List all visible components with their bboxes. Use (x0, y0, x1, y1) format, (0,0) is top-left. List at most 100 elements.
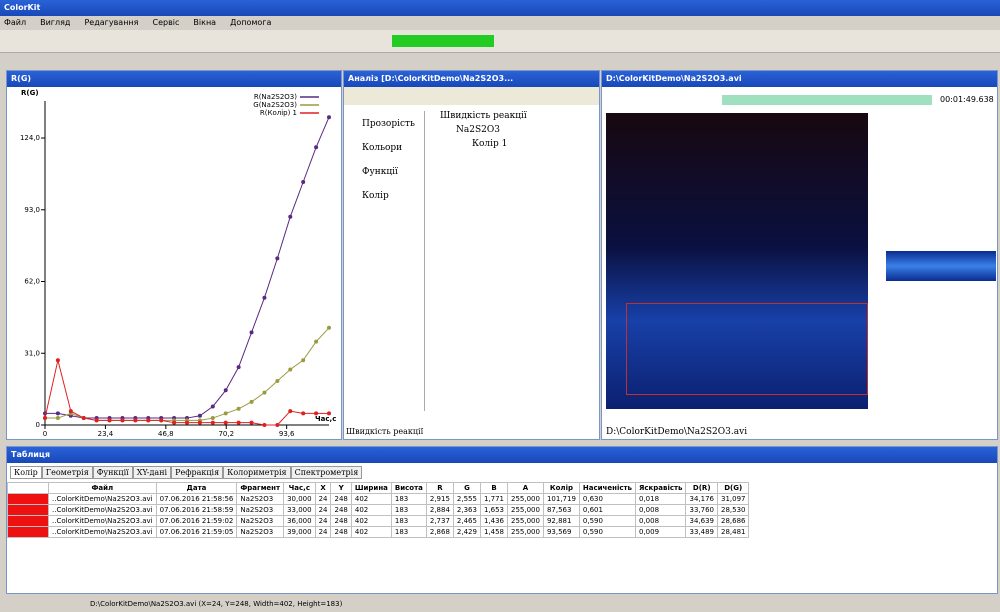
cell: Na2S2O3 (237, 516, 284, 527)
y-axis-label: R(G) (21, 89, 39, 97)
data-point (224, 421, 228, 425)
cell: 2,868 (426, 527, 453, 538)
cell: Na2S2O3 (237, 505, 284, 516)
panel-title: R(G) (7, 71, 341, 87)
data-point (288, 409, 292, 413)
title-bar: ColorKit (0, 0, 1000, 16)
row-swatch (8, 505, 49, 516)
cell: 255,000 (508, 516, 544, 527)
data-point (301, 358, 305, 362)
data-point (262, 391, 266, 395)
tree-node[interactable]: Функції (362, 167, 424, 177)
y-tick-label: 31,0 (24, 349, 40, 357)
cell: 101,719 (543, 494, 579, 505)
tree-node[interactable]: Колір 1 (472, 139, 590, 149)
column-header: X (315, 483, 331, 494)
menu-item[interactable]: Вікна (193, 18, 216, 27)
app-title: ColorKit (4, 3, 40, 12)
menu-item[interactable]: Редагування (84, 18, 138, 27)
y-tick-label: 0 (36, 421, 40, 429)
cell: 33,000 (284, 505, 316, 516)
cell: ..ColorKitDemo\Na2S2O3.avi (49, 505, 157, 516)
column-header: D(G) (717, 483, 749, 494)
cell: ..ColorKitDemo\Na2S2O3.avi (49, 527, 157, 538)
x-tick-label: 93,6 (279, 430, 295, 437)
tree-node[interactable]: Кольори (362, 143, 424, 153)
tree-right: Швидкість реакції Na2S2O3 Колір 1 (440, 111, 590, 153)
data-point (314, 411, 318, 415)
y-tick-label: 124,0 (20, 134, 40, 142)
data-point (172, 421, 176, 425)
cell: 30,000 (284, 494, 316, 505)
tree-left: Прозорість Кольори Функції Колір (348, 111, 425, 411)
cell: 0,018 (635, 494, 686, 505)
tree-node[interactable]: Швидкість реакції (440, 111, 590, 121)
toolbar (0, 30, 1000, 53)
data-point (327, 115, 331, 119)
tab[interactable]: Функції (93, 466, 133, 479)
cell: 1,436 (480, 516, 507, 527)
cell: 402 (351, 505, 391, 516)
data-point (56, 358, 60, 362)
cell: 2,429 (453, 527, 480, 538)
cell: 183 (391, 527, 426, 538)
column-header: Яскравість (635, 483, 686, 494)
data-point (250, 400, 254, 404)
menu-item[interactable]: Вигляд (40, 18, 70, 27)
column-header: Дата (156, 483, 237, 494)
tree-node[interactable]: Прозорість (362, 119, 424, 129)
tree-node[interactable]: Na2S2O3 (456, 125, 590, 135)
tab[interactable]: Колориметрія (223, 466, 290, 479)
column-header: R (426, 483, 453, 494)
cell: 1,458 (480, 527, 507, 538)
cell: 39,000 (284, 527, 316, 538)
menu-item[interactable]: Файл (4, 18, 26, 27)
cell: 24 (315, 516, 331, 527)
cell: 2,465 (453, 516, 480, 527)
tab[interactable]: Геометрія (42, 466, 93, 479)
data-point (250, 330, 254, 334)
tab[interactable]: Рефракція (171, 466, 223, 479)
cell: 255,000 (508, 505, 544, 516)
data-point (237, 421, 241, 425)
cell: 28,530 (717, 505, 749, 516)
cell: 183 (391, 505, 426, 516)
cell: 34,639 (686, 516, 718, 527)
cell: 2,737 (426, 516, 453, 527)
cell: 93,569 (543, 527, 579, 538)
cell: 07.06.2016 21:59:02 (156, 516, 237, 527)
menu-bar: Файл Вигляд Редагування Сервіс Вікна Допомога (4, 18, 994, 28)
data-point (275, 379, 279, 383)
menu-item[interactable]: Допомога (230, 18, 271, 27)
cell: 183 (391, 494, 426, 505)
data-point (314, 340, 318, 344)
cell: 2,555 (453, 494, 480, 505)
cell: 248 (331, 527, 351, 538)
progress (392, 35, 494, 47)
data-point (301, 411, 305, 415)
legend-label: R(Na2S2O3) (254, 93, 297, 101)
cell: 0,009 (635, 527, 686, 538)
cell: 2,363 (453, 505, 480, 516)
data-point (211, 421, 215, 425)
seek-bar[interactable] (722, 95, 932, 105)
video-frame (606, 113, 868, 409)
data-point (250, 421, 254, 425)
column-header: Фрагмент (237, 483, 284, 494)
tab[interactable]: Спектрометрія (291, 466, 363, 479)
cell: ..ColorKitDemo\Na2S2O3.avi (49, 516, 157, 527)
tree-toolbar (344, 87, 599, 105)
column-header: Колір (543, 483, 579, 494)
data-point (327, 411, 331, 415)
tree-node[interactable]: Колір (362, 191, 424, 201)
cell: 0,008 (635, 505, 686, 516)
tab[interactable]: XY-дані (133, 466, 171, 479)
menu-item[interactable]: Сервіс (152, 18, 179, 27)
tab[interactable]: Колір (10, 466, 42, 479)
cell: 248 (331, 494, 351, 505)
data-point (314, 145, 318, 149)
